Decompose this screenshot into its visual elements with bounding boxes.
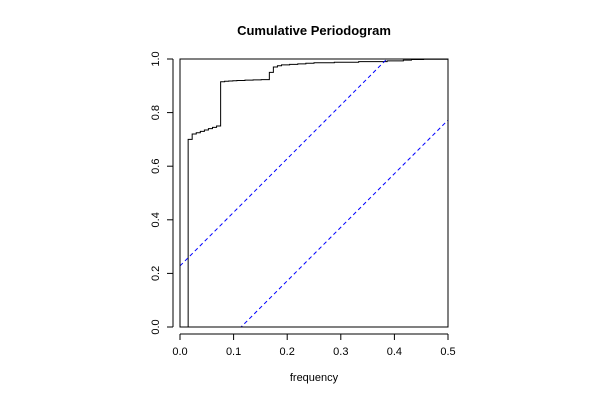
y-tick-label: 0.6: [150, 159, 162, 174]
y-tick-label: 0.8: [150, 105, 162, 120]
confidence-band-line-2: [240, 119, 448, 327]
chart-title: Cumulative Periodogram: [237, 23, 391, 38]
plot-frame: [179, 58, 449, 328]
cumulative-periodogram-step-line: [187, 59, 448, 327]
y-tick-label: 1.0: [150, 51, 162, 66]
x-tick-label: 0.0: [172, 346, 187, 358]
x-tick-label: 0.4: [387, 346, 402, 358]
plot-area: [180, 59, 448, 327]
x-axis-label: frequency: [290, 372, 339, 384]
x-tick-label: 0.3: [333, 346, 348, 358]
y-tick-label: 0.0: [150, 319, 162, 334]
x-tick-label: 0.1: [226, 346, 241, 358]
y-tick-label: 0.2: [150, 266, 162, 281]
confidence-band-line-1: [180, 59, 388, 267]
x-tick-label: 0.2: [280, 346, 295, 358]
y-tick-label: 0.4: [150, 212, 162, 227]
x-tick-label: 0.5: [440, 346, 455, 358]
axes: 0.0 0.1 0.2 0.3 0.4 0.5 0.0 0.2 0.4 0.6 0.8 1.0: [150, 51, 456, 358]
